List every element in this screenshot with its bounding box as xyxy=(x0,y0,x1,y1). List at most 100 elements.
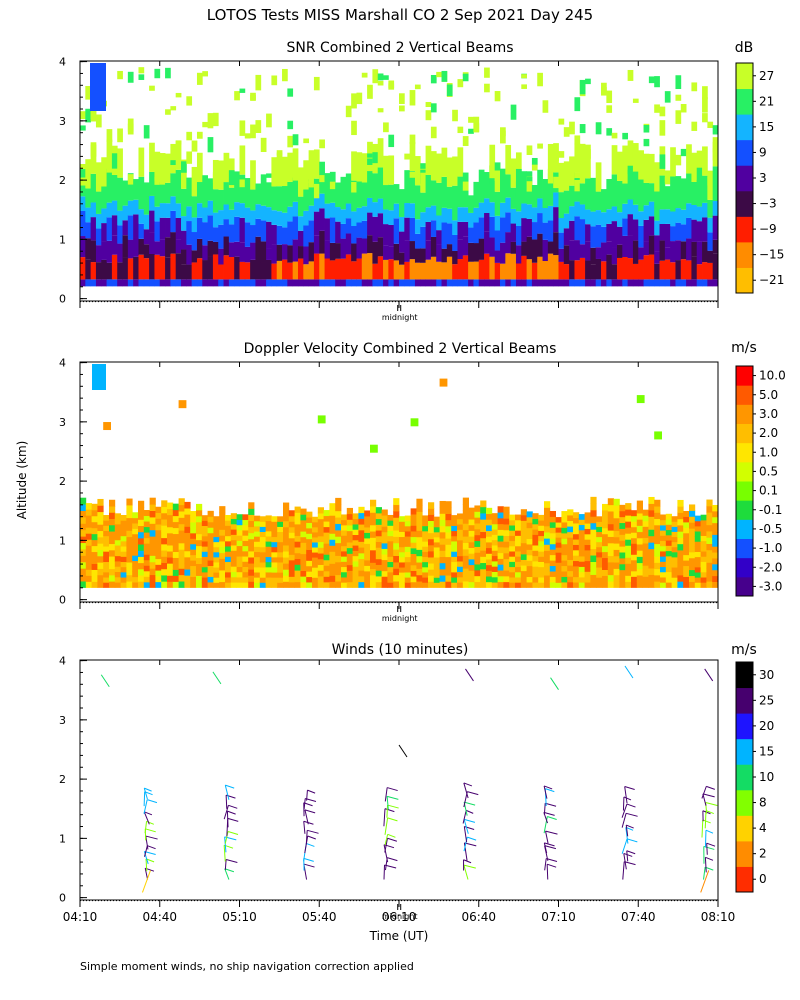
snr-cell xyxy=(452,279,458,287)
doppler-cell xyxy=(375,552,382,560)
snr-cell xyxy=(85,188,92,208)
wind-barb-flag xyxy=(304,809,316,814)
doppler-cell xyxy=(445,581,452,588)
snr-cell xyxy=(558,192,565,219)
doppler-cell xyxy=(578,545,585,552)
snr-cell xyxy=(547,205,554,221)
doppler-cell xyxy=(103,556,110,563)
snr-cell xyxy=(505,174,512,198)
doppler-cell xyxy=(341,571,348,578)
doppler-cell xyxy=(97,581,104,588)
doppler-cell xyxy=(416,543,423,550)
snr-cell xyxy=(266,279,272,287)
doppler-cell xyxy=(602,539,609,547)
snr-cell xyxy=(712,148,719,161)
snr-cell xyxy=(175,140,182,170)
snr-cell xyxy=(85,238,92,260)
doppler-cell xyxy=(207,543,214,550)
snr-cell xyxy=(127,279,134,287)
doppler-cell xyxy=(85,503,92,510)
doppler-cell xyxy=(254,531,261,537)
snr-cell xyxy=(627,258,634,280)
snr-cell xyxy=(351,182,357,193)
snr-cell xyxy=(537,169,543,199)
doppler-cell xyxy=(184,544,191,552)
doppler-cell xyxy=(700,530,707,536)
snr-cell xyxy=(425,174,432,208)
snr-cell xyxy=(367,212,373,236)
wind-barb-flag xyxy=(625,812,638,817)
doppler-cell xyxy=(654,537,661,545)
snr-cell xyxy=(686,279,692,287)
snr-cell xyxy=(441,147,448,177)
snr-cell xyxy=(282,212,288,228)
doppler-cell xyxy=(480,512,487,520)
doppler-cell xyxy=(306,581,313,588)
snr-cell xyxy=(372,69,379,84)
doppler-cell xyxy=(422,561,429,568)
doppler-cell xyxy=(642,537,649,544)
snr-cell xyxy=(255,279,262,287)
snr-cell xyxy=(702,146,708,176)
snr-cell xyxy=(303,179,310,190)
doppler-cell xyxy=(468,564,475,571)
snr-cell xyxy=(664,259,671,280)
snr-cell xyxy=(526,176,533,192)
doppler-cell xyxy=(689,522,696,529)
snr-cell xyxy=(404,203,411,218)
doppler-cell xyxy=(451,582,458,588)
colorbar-label: -1.0 xyxy=(759,541,782,555)
doppler-cell xyxy=(190,576,197,583)
doppler-cell xyxy=(613,511,620,519)
snr-cell xyxy=(372,173,379,203)
colorbar-swatch xyxy=(736,866,753,893)
snr-cell xyxy=(659,106,666,117)
snr-cell xyxy=(223,152,230,183)
doppler-cell xyxy=(178,510,185,518)
doppler-cell xyxy=(306,544,313,551)
snr-cell xyxy=(212,241,219,255)
snr-cell xyxy=(526,236,533,260)
snr-cell xyxy=(361,153,368,183)
snr-cell xyxy=(85,159,92,189)
doppler-cell xyxy=(549,565,556,572)
doppler-cell xyxy=(358,570,365,577)
doppler-cell xyxy=(149,580,156,588)
snr-cell xyxy=(154,151,161,181)
snr-cell xyxy=(239,242,246,262)
snr-cell xyxy=(510,208,517,224)
doppler-cell xyxy=(689,563,696,571)
snr-cell xyxy=(266,113,272,128)
snr-cell xyxy=(383,185,389,210)
colorbar-swatch xyxy=(736,576,753,597)
doppler-cell xyxy=(387,571,394,578)
doppler-cell xyxy=(573,528,580,535)
doppler-cell xyxy=(602,551,609,559)
doppler-cell xyxy=(532,539,539,546)
snr-cell xyxy=(654,162,660,192)
snr-cell xyxy=(515,168,522,185)
doppler-cell xyxy=(265,551,272,558)
doppler-cell xyxy=(381,559,388,566)
doppler-cell xyxy=(97,517,104,525)
doppler-cell xyxy=(225,571,232,578)
doppler-cell xyxy=(358,524,365,531)
wind-barb xyxy=(386,805,389,818)
snr-cell xyxy=(345,105,352,118)
doppler-cell xyxy=(509,525,516,531)
doppler-cell xyxy=(207,565,214,572)
doppler-cell xyxy=(248,514,255,522)
doppler-cell xyxy=(288,570,295,577)
snr-cell xyxy=(335,258,341,280)
doppler-cell xyxy=(584,582,591,588)
snr-cell xyxy=(457,239,464,260)
doppler-cell xyxy=(689,504,696,511)
snr-cell xyxy=(90,262,97,280)
doppler-cell xyxy=(370,512,377,520)
snr-cell xyxy=(670,211,676,227)
wind-barb xyxy=(384,838,388,853)
doppler-cell xyxy=(706,581,713,588)
doppler-cell xyxy=(201,556,208,563)
doppler-cell xyxy=(544,507,551,515)
doppler-cell xyxy=(161,525,168,532)
